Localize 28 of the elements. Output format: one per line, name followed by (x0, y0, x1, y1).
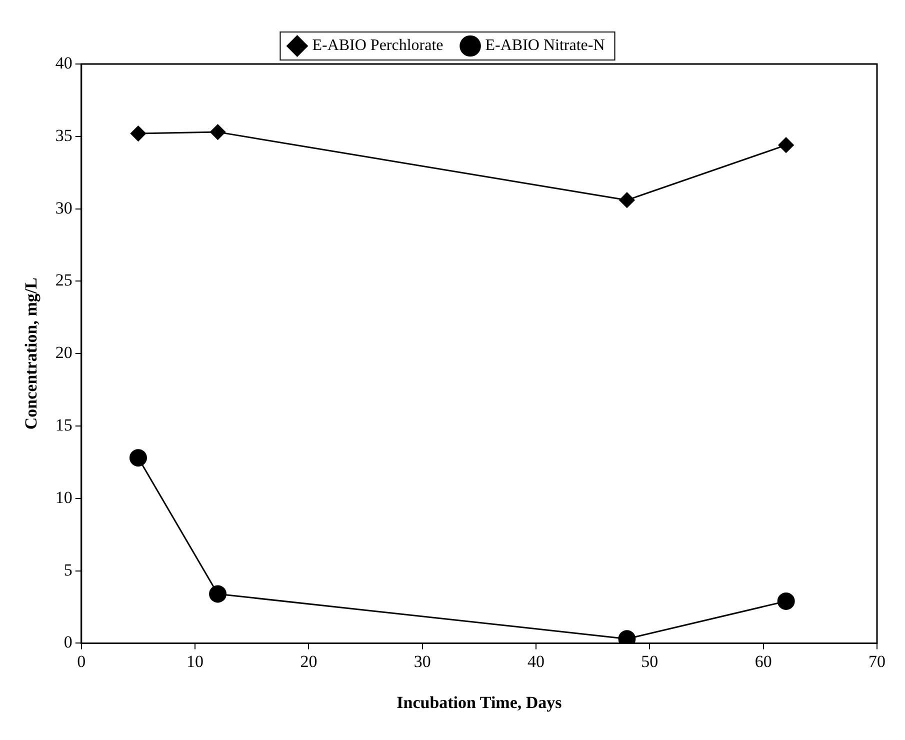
point (778, 137, 794, 153)
y-tick-label: 5 (64, 560, 72, 580)
point (619, 192, 635, 208)
y-tick-label: 25 (55, 270, 72, 290)
x-tick-label: 10 (186, 652, 204, 671)
x-tick-label: 20 (300, 652, 318, 671)
point (130, 126, 146, 142)
point (209, 585, 227, 603)
point (777, 592, 795, 610)
x-axis-title: Incubation Time, Days (396, 693, 562, 712)
point (129, 449, 147, 467)
x-tick-label: 40 (528, 652, 545, 671)
y-tick-label: 10 (55, 488, 72, 507)
x-tick-label: 0 (77, 652, 86, 671)
x-tick-label: 30 (414, 652, 431, 671)
x-tick-label: 60 (754, 652, 772, 671)
y-axis-title: Concentration, mg/L (22, 278, 41, 430)
y-tick-label: 20 (55, 343, 72, 362)
y-tick-label: 30 (55, 198, 72, 218)
legend-label: E-ABIO Perchlorate (312, 37, 444, 54)
x-tick-label: 50 (641, 652, 658, 671)
x-tick-label: 70 (868, 652, 886, 671)
y-tick-label: 0 (64, 632, 72, 652)
y-tick-label: 40 (55, 53, 72, 72)
point (210, 124, 226, 140)
legend-label: E-ABIO Nitrate-N (485, 37, 606, 54)
y-tick-label: 35 (55, 126, 72, 145)
y-tick-label: 15 (55, 415, 72, 434)
